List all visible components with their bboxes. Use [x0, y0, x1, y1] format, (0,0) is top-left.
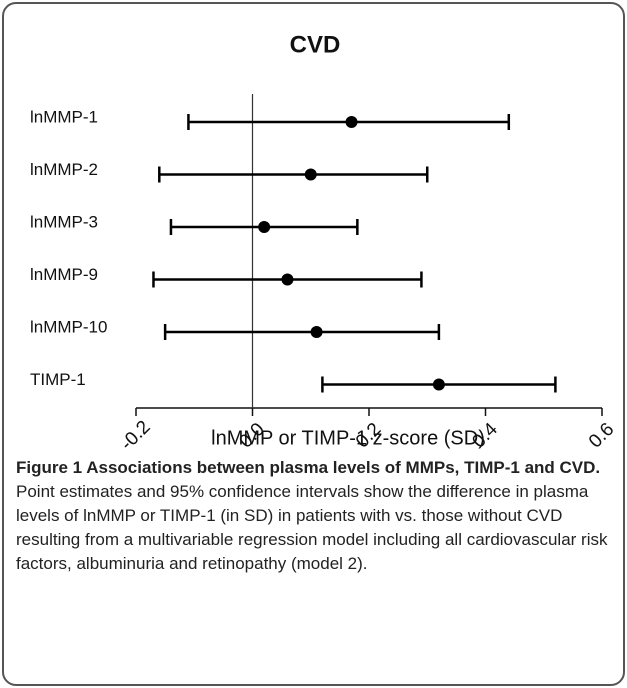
chart: CVD lnMMP or TIMP-1 z-score (SD) -0.2 0.0… [30, 31, 619, 454]
x-tick-label: -0.2 [117, 417, 155, 454]
y-tick-label: lnMMP-1 [30, 107, 98, 126]
y-tick-label: lnMMP-2 [30, 160, 98, 179]
caption: Figure 1 Associations between plasma lev… [16, 456, 614, 576]
caption-text: Point estimates and 95% confidence inter… [16, 482, 608, 573]
chart-title: CVD [290, 31, 341, 58]
y-tick-label: lnMMP-3 [30, 212, 98, 231]
y-tick-label: lnMMP-10 [30, 317, 107, 336]
x-axis-label: lnMMP or TIMP-1 z-score (SD) [211, 427, 485, 449]
y-tick-label: lnMMP-9 [30, 265, 98, 284]
point-estimate [258, 221, 271, 233]
point-estimate [432, 378, 445, 391]
x-tick-label: 0.6 [585, 419, 619, 453]
point-estimate [310, 326, 323, 338]
point-estimate [345, 116, 358, 128]
y-tick-label: TIMP-1 [30, 370, 86, 389]
caption-title: Figure 1 Associations between plasma lev… [16, 458, 601, 477]
point-estimate [304, 168, 317, 181]
point-estimate [281, 273, 294, 286]
